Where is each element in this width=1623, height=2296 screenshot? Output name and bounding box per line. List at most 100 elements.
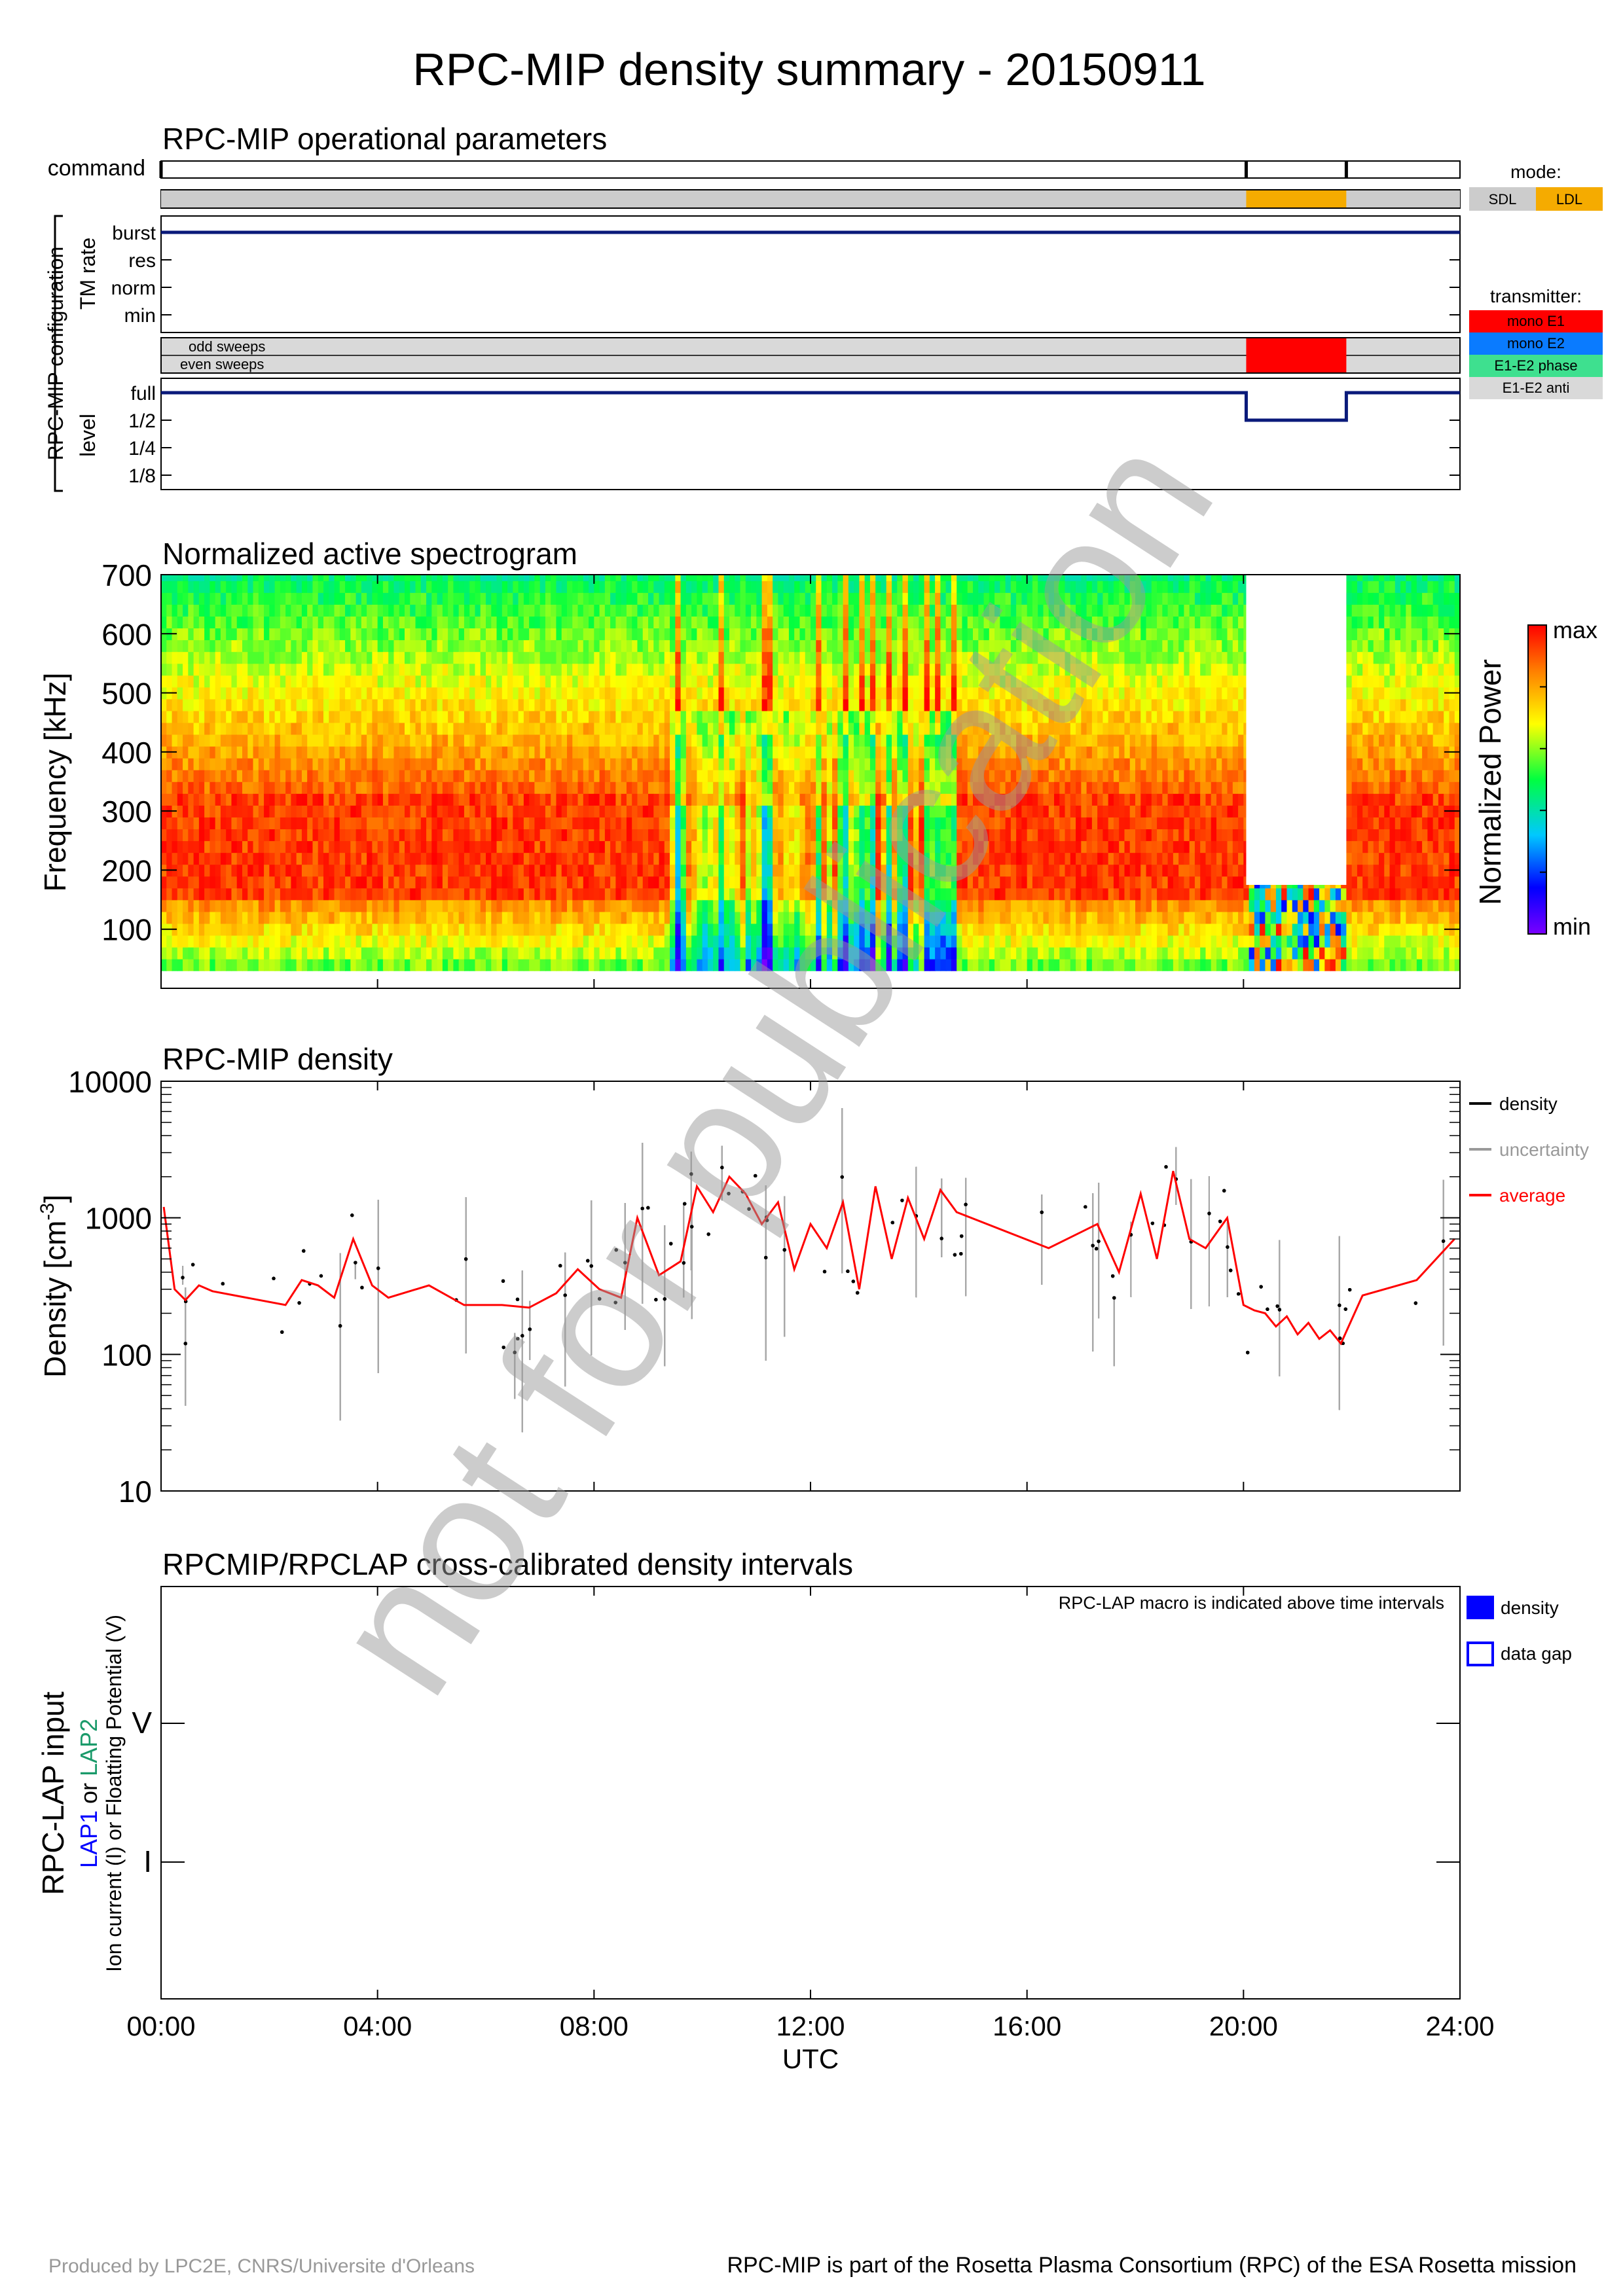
spectrogram-cell	[507, 923, 514, 936]
spectrogram-cell	[486, 923, 492, 936]
spectrogram-cell	[183, 769, 189, 782]
spectrogram-cell	[345, 698, 352, 711]
spectrogram-cell	[274, 911, 281, 924]
spectrogram-cell	[826, 935, 833, 948]
spectrogram-cell	[886, 675, 892, 688]
spectrogram-cell	[513, 757, 519, 770]
spectrogram-cell	[826, 698, 833, 711]
spectrogram-cell	[637, 805, 644, 817]
spectrogram-cell	[713, 722, 720, 735]
spectrogram-cell	[372, 628, 378, 641]
spectrogram-cell	[632, 575, 638, 581]
spectrogram-cell	[312, 722, 319, 735]
spectrogram-cell	[458, 663, 465, 676]
spectrogram-cell	[399, 698, 405, 711]
spectrogram-cell	[805, 829, 811, 842]
spectrogram-cell	[826, 663, 833, 676]
spectrogram-cell	[761, 687, 768, 700]
spectrogram-cell	[610, 604, 617, 617]
spectrogram-cell	[291, 616, 297, 629]
spectrogram-cell	[269, 592, 276, 605]
spectrogram-cell	[518, 769, 524, 782]
spectrogram-cell	[799, 639, 806, 653]
spectrogram-cell	[448, 911, 454, 924]
spectrogram-cell	[886, 829, 892, 842]
config-bracket	[54, 215, 63, 492]
spectrogram-cell	[697, 923, 703, 936]
spectrogram-cell	[864, 687, 871, 700]
spectrogram-cell	[589, 805, 595, 817]
spectrogram-cell	[399, 769, 405, 782]
spectrogram-cell	[393, 817, 400, 830]
spectrogram-cell	[513, 781, 519, 794]
spectrogram-cell	[242, 604, 249, 617]
spectrogram-cell	[892, 639, 898, 653]
spectrogram-cell	[740, 876, 746, 889]
spectrogram-cell	[621, 734, 627, 747]
spectrogram-cell	[242, 592, 249, 605]
spectrogram-cell	[264, 923, 270, 936]
spectrogram-cell	[589, 616, 595, 629]
spectrogram-cell	[183, 687, 189, 700]
spectrogram-cell	[621, 604, 627, 617]
spectrogram-cell	[859, 575, 866, 581]
spectrogram-cell	[610, 616, 617, 629]
spectrogram-cell	[464, 592, 470, 605]
spectrogram-cell	[453, 757, 460, 770]
spectrogram-cell	[816, 616, 822, 629]
spectrogram-cell	[513, 911, 519, 924]
spectrogram-cell	[821, 651, 828, 664]
spectrogram-cell	[935, 805, 941, 817]
spectrogram-cell	[285, 899, 292, 912]
spectrogram-cell	[242, 628, 249, 641]
spectrogram-cell	[680, 793, 687, 806]
spectrogram-cell	[664, 923, 670, 936]
spectrogram-cell	[881, 663, 887, 676]
spectrogram-cell	[659, 946, 665, 960]
spectrogram-cell	[420, 911, 427, 924]
spectrogram-cell	[496, 757, 503, 770]
spectrogram-cell	[388, 781, 395, 794]
spectrogram-cell	[318, 829, 324, 842]
spectrogram-cell	[788, 829, 795, 842]
spectrogram-cell	[161, 769, 168, 782]
spectrogram-cell	[204, 958, 211, 971]
spectrogram-cell	[523, 734, 530, 747]
spectrogram-cell	[496, 876, 503, 889]
spectrogram-cell	[886, 781, 892, 794]
spectrogram-cell	[702, 817, 708, 830]
spectrogram-cell	[291, 604, 297, 617]
spectrogram-cell	[594, 876, 600, 889]
spectrogram-cell	[919, 734, 925, 747]
spectrogram-cell	[778, 935, 784, 948]
spectrogram-cell	[372, 639, 378, 653]
spectrogram-cell	[648, 899, 655, 912]
spectrogram-cell	[258, 781, 264, 794]
spectrogram-cell	[897, 639, 903, 653]
spectrogram-cell	[172, 604, 178, 617]
spectrogram-cell	[767, 840, 773, 853]
spectrogram-cell	[501, 575, 508, 581]
spectrogram-cell	[821, 592, 828, 605]
spectrogram-cell	[740, 829, 746, 842]
spectrogram-cell	[253, 793, 259, 806]
spectrogram-cell	[534, 734, 541, 747]
spectrogram-cell	[837, 876, 844, 889]
spectrogram-cell	[783, 899, 790, 912]
spectrogram-cell	[685, 687, 692, 700]
spectrogram-cell	[854, 805, 860, 817]
spectrogram-cell	[334, 840, 340, 853]
spectrogram-cell	[226, 946, 232, 960]
spectrogram-cell	[334, 923, 340, 936]
spectrogram-cell	[529, 675, 536, 688]
level-line	[161, 391, 1460, 422]
spectrogram-cell	[382, 698, 389, 711]
spectrogram-cell	[924, 745, 930, 759]
spectrogram-cell	[713, 592, 720, 605]
spectrogram-cell	[604, 698, 611, 711]
spectrogram-cell	[285, 581, 292, 593]
spectrogram-cell	[166, 899, 173, 912]
spectrogram-cell	[312, 675, 319, 688]
spectrogram-cell	[529, 710, 536, 723]
spectrogram-cell	[166, 639, 173, 653]
